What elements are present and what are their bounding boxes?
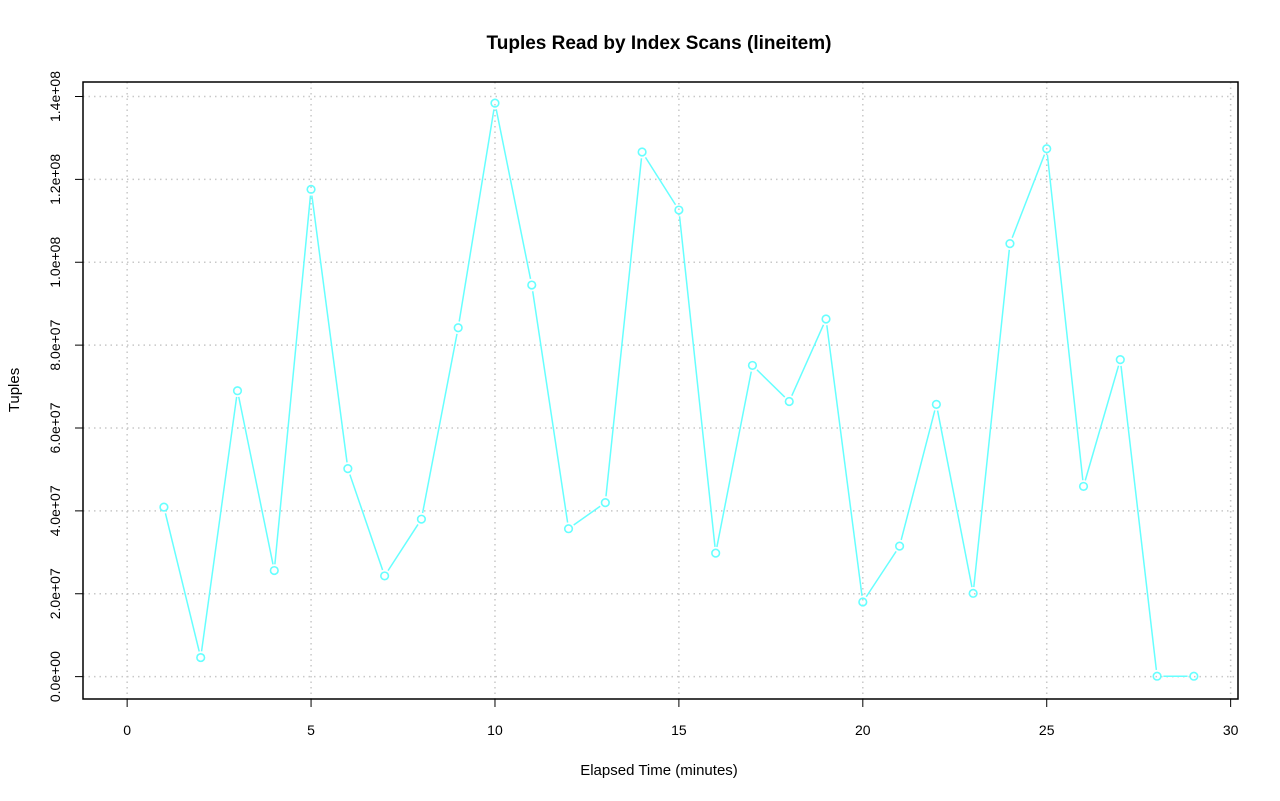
data-point: [563, 524, 574, 534]
y-tick-label: 8.0e+07: [47, 319, 63, 370]
data-point: [1005, 239, 1015, 249]
series-line-segment: [200, 396, 238, 652]
series-line-segment: [458, 109, 495, 322]
y-tick-label: 4.0e+07: [47, 485, 63, 536]
series-line-segment: [387, 524, 419, 572]
data-point: [747, 360, 758, 371]
data-point: [380, 571, 390, 581]
y-axis-label: Tuples: [6, 368, 23, 412]
data-point: [269, 565, 279, 576]
data-point: [894, 541, 905, 551]
data-point: [453, 323, 463, 333]
series-line-segment: [274, 195, 312, 565]
data-point: [416, 514, 427, 524]
x-axis-label: Elapsed Time (minutes): [580, 762, 738, 779]
series-line-segment: [1011, 154, 1046, 239]
series-line-segment: [238, 396, 274, 565]
x-tick-label: 15: [671, 722, 687, 738]
y-tick-label: 1.0e+08: [47, 237, 63, 288]
data-point: [637, 147, 647, 157]
data-point: [931, 399, 941, 409]
data-point: [1152, 671, 1162, 681]
series-line-segment: [1084, 365, 1120, 481]
series-line-segment: [973, 249, 1011, 588]
y-tick-label: 2.0e+07: [47, 568, 63, 619]
series-line-segment: [421, 333, 458, 514]
series-line-segment: [311, 195, 348, 463]
data-point: [1115, 355, 1125, 365]
x-tick-label: 5: [307, 722, 315, 738]
series-line-segment: [1046, 154, 1084, 481]
x-tick-label: 25: [1039, 722, 1055, 738]
series-line-segment: [495, 109, 532, 280]
y-tick-label: 6.0e+07: [47, 402, 63, 453]
series-line-segment: [826, 325, 863, 596]
series-line-segment: [573, 505, 601, 526]
data-point: [674, 205, 684, 215]
data-point: [600, 497, 610, 508]
series-line-segment: [164, 513, 200, 652]
series-line-segment: [644, 156, 677, 206]
data-point: [1042, 144, 1052, 154]
x-tick-label: 30: [1223, 722, 1239, 738]
data-point: [968, 588, 978, 598]
y-tick-label: 1.4e+08: [47, 71, 63, 122]
y-tick-label: 0.0e+00: [47, 651, 63, 702]
data-point: [527, 280, 537, 290]
x-tick-label: 10: [487, 722, 503, 738]
data-point: [196, 652, 206, 663]
x-axis: 0 5 10 15 20 25 30: [123, 698, 1239, 738]
series-line-segment: [936, 410, 973, 588]
x-tick-label: 20: [855, 722, 871, 738]
series-line-segment: [678, 216, 716, 547]
series-line-segment: [865, 550, 897, 598]
chart-title: Tuples Read by Index Scans (lineitem): [487, 33, 832, 54]
data-point: [858, 597, 868, 607]
series-line-segment: [605, 158, 643, 497]
data-point: [343, 464, 353, 474]
series-line-segment: [531, 291, 569, 523]
series-group: [159, 98, 1199, 681]
y-axis: 0.0e+00 2.0e+07 4.0e+07 6.0e+07 8.0e+07 1.0e+…: [47, 71, 84, 702]
data-point: [159, 502, 169, 512]
grid: [83, 82, 1238, 699]
series-line-segment: [1120, 365, 1158, 671]
plot-frame: [82, 81, 1239, 700]
x-tick-label: 0: [123, 722, 131, 738]
y-tick-label: 1.2e+08: [47, 154, 63, 205]
data-point: [1078, 481, 1089, 492]
series-line-segment: [349, 474, 384, 571]
data-point: [1189, 671, 1199, 681]
data-point: [306, 184, 316, 194]
data-point: [232, 386, 243, 396]
data-point: [821, 314, 831, 324]
series-line-segment: [716, 371, 752, 548]
data-point: [711, 548, 721, 558]
series-line-segment: [756, 369, 786, 398]
data-point: [784, 396, 794, 407]
data-point: [490, 98, 500, 108]
series-line-segment: [900, 410, 936, 541]
series-line-segment: [791, 324, 825, 397]
